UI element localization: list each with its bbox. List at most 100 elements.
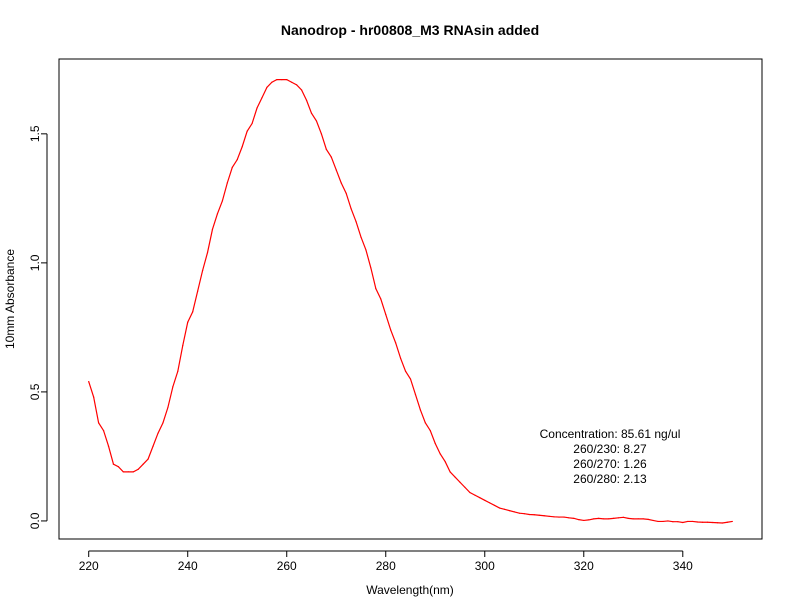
data-point	[221, 200, 223, 202]
data-point	[494, 504, 496, 507]
data-point	[637, 518, 639, 520]
data-point	[390, 329, 392, 331]
data-point	[350, 208, 352, 210]
x-tick-label: 280	[376, 559, 396, 573]
data-point	[697, 521, 699, 523]
data-point	[305, 99, 308, 101]
data-point	[607, 518, 610, 520]
data-point	[182, 344, 184, 347]
data-point	[197, 290, 199, 292]
data-point	[380, 298, 382, 300]
data-point	[419, 409, 422, 411]
x-axis-label: Wavelength(nm)	[366, 583, 454, 597]
data-point	[132, 471, 134, 473]
data-point	[236, 159, 238, 161]
x-tick-label: 300	[475, 559, 495, 573]
data-point	[474, 494, 476, 496]
data-point	[459, 481, 461, 483]
data-point	[499, 507, 501, 509]
annotation-ratio-260-280: 260/280: 2.13	[573, 472, 647, 486]
data-point	[568, 517, 570, 519]
data-point	[558, 516, 560, 518]
annotation-ratio-260-270: 260/270: 1.26	[573, 457, 647, 471]
data-point	[598, 517, 600, 519]
data-point	[177, 370, 179, 372]
data-point	[395, 342, 397, 344]
x-tick-label: 240	[178, 559, 198, 573]
data-point	[573, 517, 575, 519]
data-point	[399, 357, 402, 359]
data-point	[192, 311, 194, 313]
data-point	[588, 519, 590, 521]
data-point	[617, 517, 620, 519]
data-point	[345, 192, 347, 194]
data-point	[112, 463, 115, 465]
data-point	[667, 520, 669, 522]
data-point	[454, 476, 456, 478]
data-point	[375, 288, 377, 290]
data-point	[286, 79, 288, 81]
data-point	[404, 370, 407, 372]
data-point	[216, 213, 219, 215]
data-point	[261, 97, 263, 99]
data-point	[726, 521, 728, 523]
data-point	[157, 432, 159, 434]
data-point	[370, 267, 372, 269]
data-point	[583, 519, 585, 522]
data-point	[256, 107, 258, 109]
data-point	[548, 515, 550, 517]
x-tick-label: 320	[574, 559, 594, 573]
data-point	[206, 251, 209, 254]
data-points	[88, 79, 733, 524]
data-point	[291, 81, 293, 83]
data-point	[662, 520, 664, 523]
data-point	[271, 81, 273, 83]
data-point	[731, 520, 733, 523]
data-point	[300, 89, 303, 91]
data-point	[122, 471, 124, 473]
data-point	[251, 122, 253, 125]
y-axis: 0.0 0.5 1.0 1.5	[28, 125, 48, 529]
data-point	[409, 378, 412, 380]
data-point	[325, 148, 327, 150]
y-tick-label: 0.0	[28, 512, 42, 529]
y-tick-label: 0.5	[28, 383, 42, 400]
data-point	[602, 518, 605, 520]
data-point	[652, 519, 654, 522]
data-point	[88, 380, 90, 383]
data-point	[692, 520, 694, 523]
data-point	[93, 396, 95, 398]
y-tick-label: 1.0	[28, 254, 42, 271]
data-point	[533, 514, 535, 516]
data-point	[127, 471, 129, 473]
data-point	[593, 518, 595, 520]
data-point	[320, 133, 322, 135]
data-point	[434, 442, 436, 445]
data-point	[226, 182, 228, 184]
data-point	[137, 468, 139, 470]
data-point	[241, 146, 243, 148]
data-point	[627, 517, 629, 519]
data-point	[622, 516, 624, 518]
data-point	[315, 120, 318, 122]
data-point	[484, 499, 486, 501]
data-point	[385, 313, 387, 316]
data-point	[365, 249, 367, 251]
data-point	[449, 471, 451, 473]
data-point	[464, 486, 466, 488]
data-point	[246, 130, 248, 132]
data-point	[578, 519, 580, 521]
data-point	[117, 466, 120, 468]
data-point	[513, 511, 516, 513]
data-point	[657, 520, 659, 523]
data-point	[687, 520, 689, 523]
data-point	[107, 445, 110, 447]
data-point	[706, 521, 709, 523]
data-point	[632, 518, 634, 520]
x-tick-label: 340	[673, 559, 693, 573]
data-point	[439, 453, 441, 455]
data-point	[187, 321, 189, 323]
data-point	[340, 182, 342, 184]
data-point	[355, 220, 357, 223]
